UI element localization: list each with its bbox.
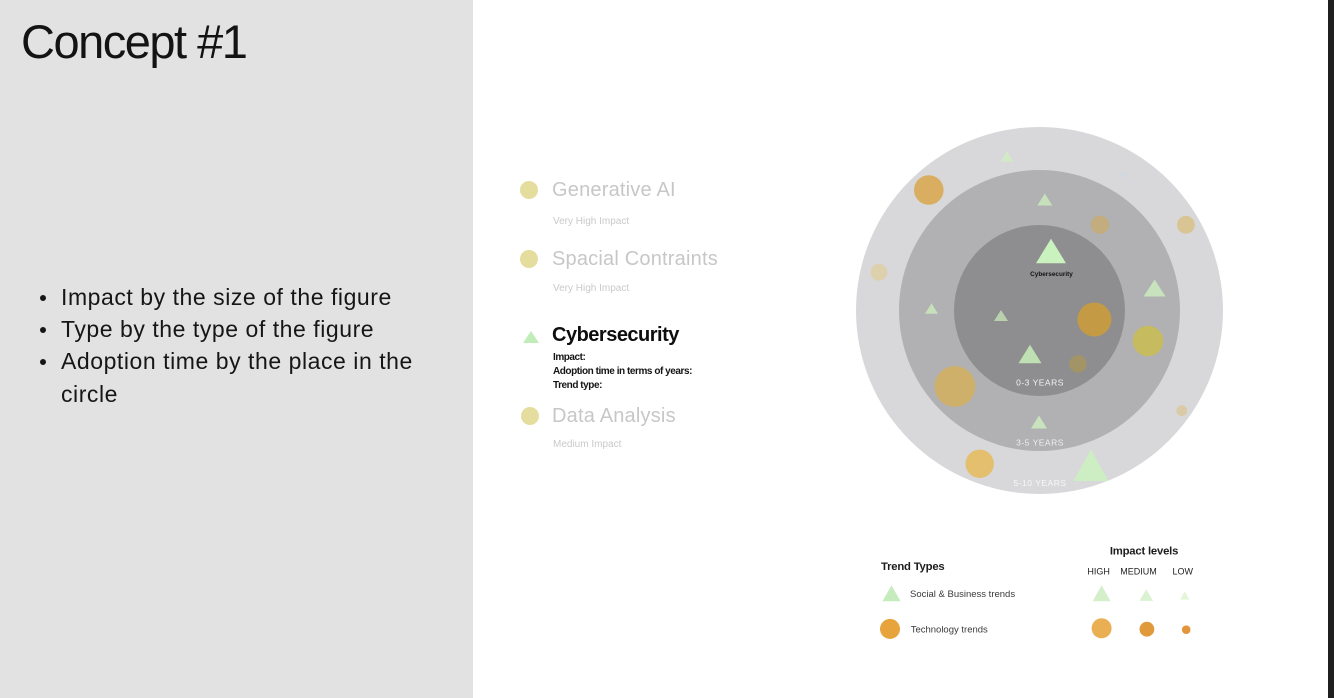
svg-text:Social & Business trends: Social & Business trends <box>910 589 1015 600</box>
svg-text:Trend Types: Trend Types <box>881 561 945 573</box>
svg-text:5-10 YEARS: 5-10 YEARS <box>1013 478 1066 488</box>
svg-text:Impact levels: Impact levels <box>1110 546 1178 558</box>
svg-text:Cybersecurity: Cybersecurity <box>1030 271 1073 278</box>
svg-text:Technology trends: Technology trends <box>911 624 988 635</box>
svg-text:LOW: LOW <box>1172 566 1193 576</box>
svg-text:3-5 YEARS: 3-5 YEARS <box>1016 438 1064 448</box>
svg-text:MEDIUM: MEDIUM <box>1120 566 1157 576</box>
svg-text:0-3 YEARS: 0-3 YEARS <box>1016 378 1064 388</box>
svg-text:HIGH: HIGH <box>1087 566 1110 576</box>
